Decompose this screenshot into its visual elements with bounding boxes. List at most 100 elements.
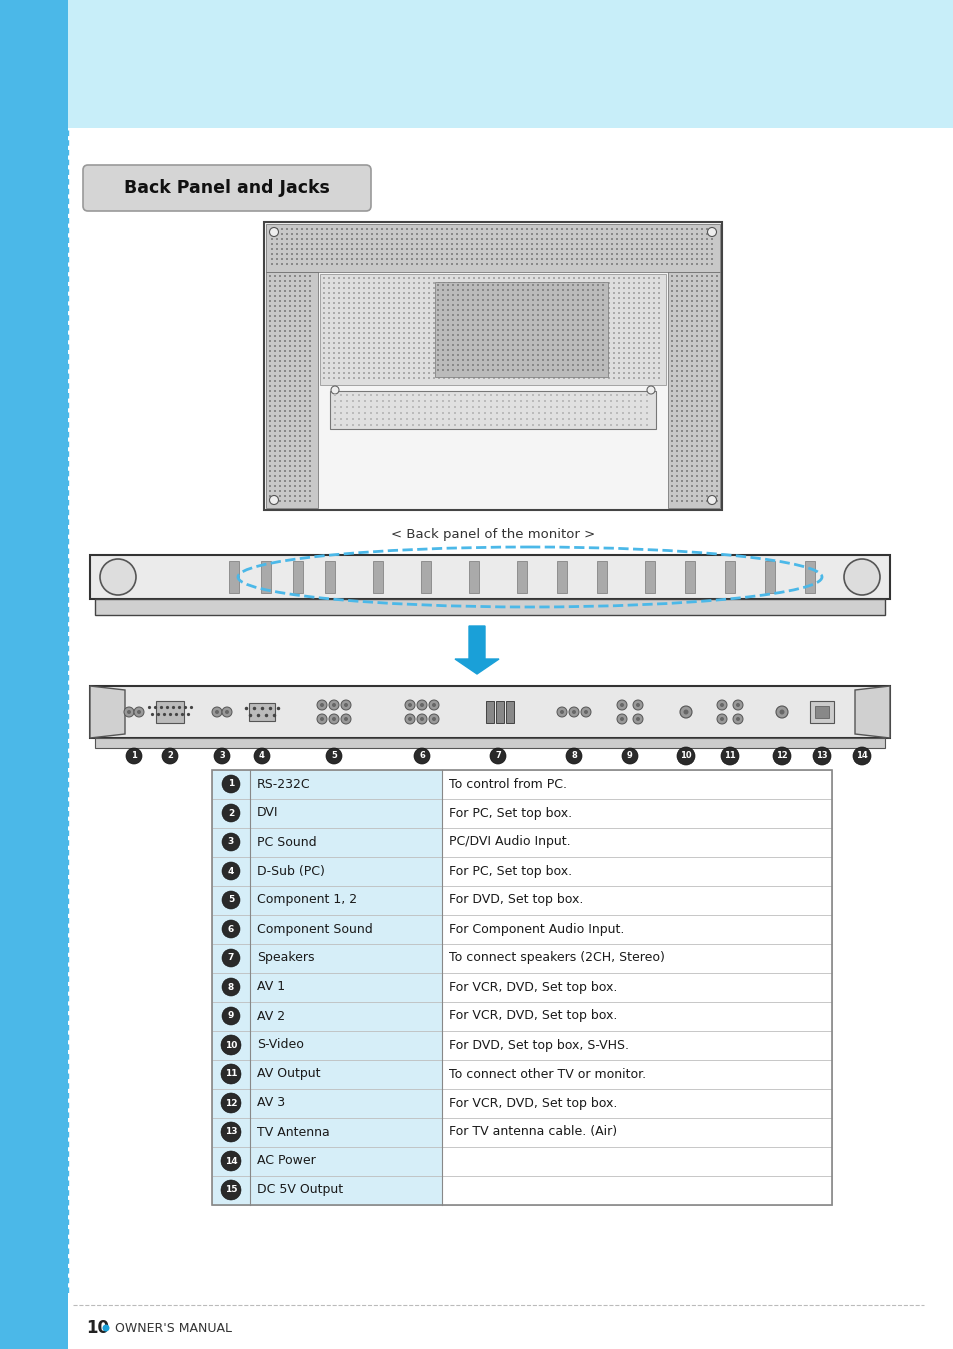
Text: AV 1: AV 1 <box>256 981 285 993</box>
Bar <box>441 1060 831 1089</box>
Circle shape <box>619 718 623 720</box>
Bar <box>441 886 831 915</box>
Circle shape <box>319 718 324 720</box>
Text: 6: 6 <box>228 924 233 934</box>
Circle shape <box>222 862 240 880</box>
Text: For VCR, DVD, Set top box.: For VCR, DVD, Set top box. <box>449 1009 617 1023</box>
Bar <box>250 1089 441 1118</box>
Text: 11: 11 <box>723 751 735 761</box>
Circle shape <box>419 718 423 720</box>
Text: Component Sound: Component Sound <box>256 923 373 935</box>
Circle shape <box>720 703 723 707</box>
Circle shape <box>221 1122 241 1143</box>
Circle shape <box>133 707 144 718</box>
Bar <box>441 1176 831 1205</box>
Bar <box>212 770 831 1205</box>
Bar <box>441 1002 831 1031</box>
Bar <box>319 274 665 384</box>
Text: Speakers: Speakers <box>256 951 314 965</box>
Circle shape <box>214 710 219 714</box>
Circle shape <box>213 747 230 764</box>
Circle shape <box>340 700 351 710</box>
Polygon shape <box>854 687 889 738</box>
Text: 12: 12 <box>225 1098 237 1108</box>
Text: AV 2: AV 2 <box>256 1009 285 1023</box>
Bar <box>441 770 831 799</box>
Circle shape <box>340 714 351 724</box>
Circle shape <box>633 714 642 724</box>
Circle shape <box>419 703 423 707</box>
Bar <box>212 973 250 1002</box>
Circle shape <box>843 558 879 595</box>
Bar <box>505 701 514 723</box>
Bar <box>373 561 382 594</box>
Bar <box>441 1118 831 1147</box>
Bar <box>250 857 441 886</box>
Text: For DVD, Set top box, S-VHS.: For DVD, Set top box, S-VHS. <box>449 1039 628 1051</box>
Text: 7: 7 <box>228 954 233 962</box>
Circle shape <box>636 703 639 707</box>
Bar <box>250 1176 441 1205</box>
FancyBboxPatch shape <box>83 165 371 210</box>
Text: For PC, Set top box.: For PC, Set top box. <box>449 807 572 819</box>
Circle shape <box>559 710 563 714</box>
Text: 10: 10 <box>225 1040 237 1050</box>
Circle shape <box>126 747 142 764</box>
Text: 3: 3 <box>219 751 225 761</box>
Bar <box>724 561 734 594</box>
Text: 11: 11 <box>225 1070 237 1078</box>
Circle shape <box>222 804 240 822</box>
Circle shape <box>269 228 278 236</box>
Bar <box>250 944 441 973</box>
Bar <box>250 1147 441 1176</box>
Bar <box>441 944 831 973</box>
Circle shape <box>408 703 412 707</box>
Bar <box>261 561 271 594</box>
Circle shape <box>720 747 739 765</box>
Circle shape <box>732 700 742 710</box>
Bar <box>212 1060 250 1089</box>
Bar <box>441 973 831 1002</box>
Text: 2: 2 <box>167 751 172 761</box>
Bar <box>90 554 889 599</box>
Text: 14: 14 <box>855 751 867 761</box>
Text: For TV antenna cable. (Air): For TV antenna cable. (Air) <box>449 1125 617 1139</box>
Circle shape <box>222 1006 240 1025</box>
Bar <box>684 561 695 594</box>
Bar <box>250 1031 441 1060</box>
Circle shape <box>124 707 133 718</box>
Circle shape <box>677 747 695 765</box>
Text: 10: 10 <box>86 1319 109 1337</box>
Circle shape <box>225 710 229 714</box>
Text: For PC, Set top box.: For PC, Set top box. <box>449 865 572 877</box>
Text: 7: 7 <box>495 751 500 761</box>
Circle shape <box>127 710 131 714</box>
Bar <box>325 561 335 594</box>
Circle shape <box>332 703 335 707</box>
Bar <box>496 701 503 723</box>
Circle shape <box>490 747 505 764</box>
Bar <box>557 561 566 594</box>
Circle shape <box>221 1093 241 1113</box>
Circle shape <box>414 747 430 764</box>
Circle shape <box>852 747 870 765</box>
Circle shape <box>779 710 783 715</box>
Text: < Back panel of the monitor >: < Back panel of the monitor > <box>391 527 595 541</box>
Text: To connect other TV or monitor.: To connect other TV or monitor. <box>449 1067 645 1081</box>
Bar <box>212 799 250 828</box>
Text: 2: 2 <box>228 808 233 817</box>
Text: For VCR, DVD, Set top box.: For VCR, DVD, Set top box. <box>449 1097 617 1109</box>
Circle shape <box>432 703 436 707</box>
Bar <box>293 561 303 594</box>
Bar <box>809 701 833 723</box>
Circle shape <box>102 1325 110 1331</box>
Bar <box>441 1031 831 1060</box>
Bar <box>212 1089 250 1118</box>
Text: 8: 8 <box>228 982 233 992</box>
Circle shape <box>329 714 338 724</box>
Text: 13: 13 <box>225 1128 237 1136</box>
Circle shape <box>636 718 639 720</box>
Circle shape <box>432 718 436 720</box>
Text: 9: 9 <box>626 751 632 761</box>
Text: DVI: DVI <box>256 807 278 819</box>
